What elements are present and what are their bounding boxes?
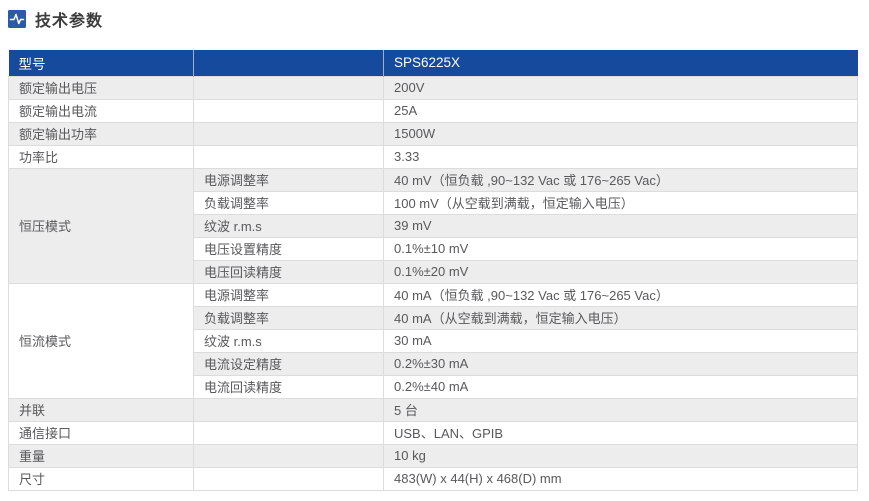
table-row: 电压回读精度 0.1%±20 mV (9, 259, 858, 284)
row-value-cell: 0.2%±40 mA (383, 374, 858, 399)
table-row: 功率比 3.33 (8, 144, 858, 169)
section-title-bar: 技术参数 (8, 9, 861, 30)
table-row: 额定输出功率 1500W (8, 121, 858, 146)
row-label-cell: 尺寸 (8, 466, 194, 491)
table-row: 负载调整率 100 mV（从空载到满载，恒定输入电压） (9, 190, 858, 215)
pulse-waveform-icon (8, 10, 26, 28)
row-sublabel-cell: 纹波 r.m.s (193, 213, 384, 238)
row-spacer-cell (193, 420, 384, 445)
table-row: 恒压模式 电源调整率 40 mV（恒负载 ,90~132 Vac 或 176~2… (8, 167, 858, 284)
table-row: 恒流模式 电源调整率 40 mA（恒负载 ,90~132 Vac 或 176~2… (8, 282, 858, 399)
row-value-cell: 40 mA（从空载到满载，恒定输入电压） (383, 305, 858, 330)
table-row: 额定输出电压 200V (8, 75, 858, 100)
row-spacer-cell (193, 397, 384, 422)
row-sublabel-cell: 电压回读精度 (193, 259, 384, 284)
row-value-cell: 0.1%±20 mV (383, 259, 858, 284)
row-sublabel-cell: 电流设定精度 (193, 351, 384, 376)
row-spacer-cell (193, 75, 384, 100)
row-value-cell: 483(W) x 44(H) x 468(D) mm (383, 466, 858, 491)
row-value-cell: 1500W (383, 121, 858, 146)
row-label-cell: 重量 (8, 443, 194, 468)
row-spacer-cell (193, 144, 384, 169)
table-row: 电流设定精度 0.2%±30 mA (9, 351, 858, 376)
row-sublabel-cell: 负载调整率 (193, 190, 384, 215)
row-sublabel-cell: 纹波 r.m.s (193, 328, 384, 353)
row-value-cell: 40 mV（恒负载 ,90~132 Vac 或 176~265 Vac） (383, 167, 858, 192)
row-value-cell: 0.2%±30 mA (383, 351, 858, 376)
row-spacer-cell (193, 121, 384, 146)
row-spacer-cell (193, 98, 384, 123)
row-sublabel-cell: 电压设置精度 (193, 236, 384, 261)
row-spacer-cell (193, 443, 384, 468)
table-row: 重量 10 kg (8, 443, 858, 468)
model-value-header-cell: SPS6225X (383, 50, 858, 76)
row-sublabel-cell: 负载调整率 (193, 305, 384, 330)
row-label-cell: 通信接口 (8, 420, 194, 445)
row-value-cell: 30 mA (383, 328, 858, 353)
row-label-cell: 并联 (8, 397, 194, 422)
row-value-cell: 100 mV（从空载到满载，恒定输入电压） (383, 190, 858, 215)
row-spacer-cell (193, 466, 384, 491)
table-row: 纹波 r.m.s 39 mV (9, 213, 858, 238)
table-row: 尺寸 483(W) x 44(H) x 468(D) mm (8, 466, 858, 491)
row-label-cell: 额定输出电压 (8, 75, 194, 100)
spec-table: 型号 SPS6225X 额定输出电压 200V 额定输出电流 25A 额定输出功… (8, 50, 858, 491)
table-row: 电压设置精度 0.1%±10 mV (9, 236, 858, 261)
row-value-cell: 25A (383, 98, 858, 123)
page-title: 技术参数 (35, 13, 104, 30)
table-row: 额定输出电流 25A (8, 98, 858, 123)
row-label-cell: 额定输出功率 (8, 121, 194, 146)
cv-mode-label-cell: 恒压模式 (8, 167, 194, 284)
cc-mode-label-cell: 恒流模式 (8, 282, 194, 399)
row-sublabel-cell: 电源调整率 (193, 282, 384, 307)
model-header-cell: 型号 (8, 50, 194, 76)
row-value-cell: 39 mV (383, 213, 858, 238)
table-row: 纹波 r.m.s 30 mA (9, 328, 858, 353)
row-value-cell: 40 mA（恒负载 ,90~132 Vac 或 176~265 Vac） (383, 282, 858, 307)
row-value-cell: 3.33 (383, 144, 858, 169)
row-value-cell: 5 台 (383, 397, 858, 422)
table-row: 并联 5 台 (8, 397, 858, 422)
model-header-spacer-cell (193, 50, 384, 76)
row-value-cell: 10 kg (383, 443, 858, 468)
row-value-cell: 0.1%±10 mV (383, 236, 858, 261)
row-label-cell: 功率比 (8, 144, 194, 169)
row-value-cell: 200V (383, 75, 858, 100)
row-sublabel-cell: 电源调整率 (193, 167, 384, 192)
table-row: 负载调整率 40 mA（从空载到满载，恒定输入电压） (9, 305, 858, 330)
table-row: 通信接口 USB、LAN、GPIB (8, 420, 858, 445)
row-label-cell: 额定输出电流 (8, 98, 194, 123)
table-header-row: 型号 SPS6225X (8, 50, 858, 76)
row-sublabel-cell: 电流回读精度 (193, 374, 384, 399)
row-value-cell: USB、LAN、GPIB (383, 420, 858, 445)
